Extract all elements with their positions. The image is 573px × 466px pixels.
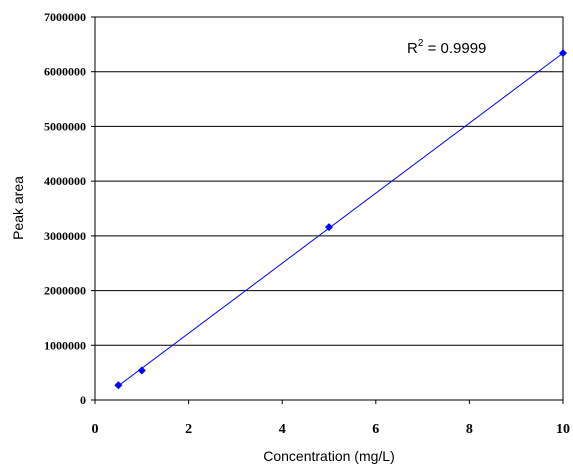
data-point-marker — [137, 366, 146, 375]
x-tick-label: 2 — [185, 422, 192, 437]
y-tick-labels: 0 1000000 2000000 3000000 4000000 5000000 6000… — [44, 10, 95, 407]
r-squared-value: = 0.9999 — [423, 40, 486, 57]
y-tick-label: 6000000 — [44, 65, 86, 79]
y-tick-label: 5000000 — [44, 119, 86, 133]
y-tick-label: 3000000 — [44, 229, 86, 243]
axes — [94, 16, 564, 401]
x-tick-labels: 0 2 4 6 8 10 — [92, 400, 570, 437]
y-tick-label: 0 — [80, 393, 86, 407]
data-points — [114, 49, 567, 390]
x-tick-label: 6 — [372, 422, 379, 437]
y-tick-label: 2000000 — [44, 284, 86, 298]
y-tick-label: 1000000 — [44, 338, 86, 352]
y-tick-label: 7000000 — [44, 10, 86, 24]
x-tick-label: 8 — [466, 422, 473, 437]
r-squared-superscript: 2 — [418, 38, 424, 49]
x-tick-label: 4 — [279, 422, 286, 437]
x-axis-label: Concentration (mg/L) — [263, 448, 395, 464]
grid-lines — [95, 16, 563, 346]
y-axis-label: Peak area — [10, 176, 26, 240]
x-tick-label: 0 — [92, 422, 99, 437]
trendline — [118, 52, 564, 387]
r-squared-prefix: R — [407, 40, 418, 57]
data-point-marker — [114, 381, 123, 390]
x-tick-label: 10 — [556, 422, 570, 437]
plot-area-frame — [94, 16, 564, 401]
data-point-marker — [325, 223, 333, 232]
data-point-marker — [559, 49, 567, 58]
y-tick-label: 4000000 — [44, 174, 86, 188]
trendline-segment — [118, 52, 564, 387]
r-squared-annotation: R2 = 0.9999 — [407, 38, 486, 57]
